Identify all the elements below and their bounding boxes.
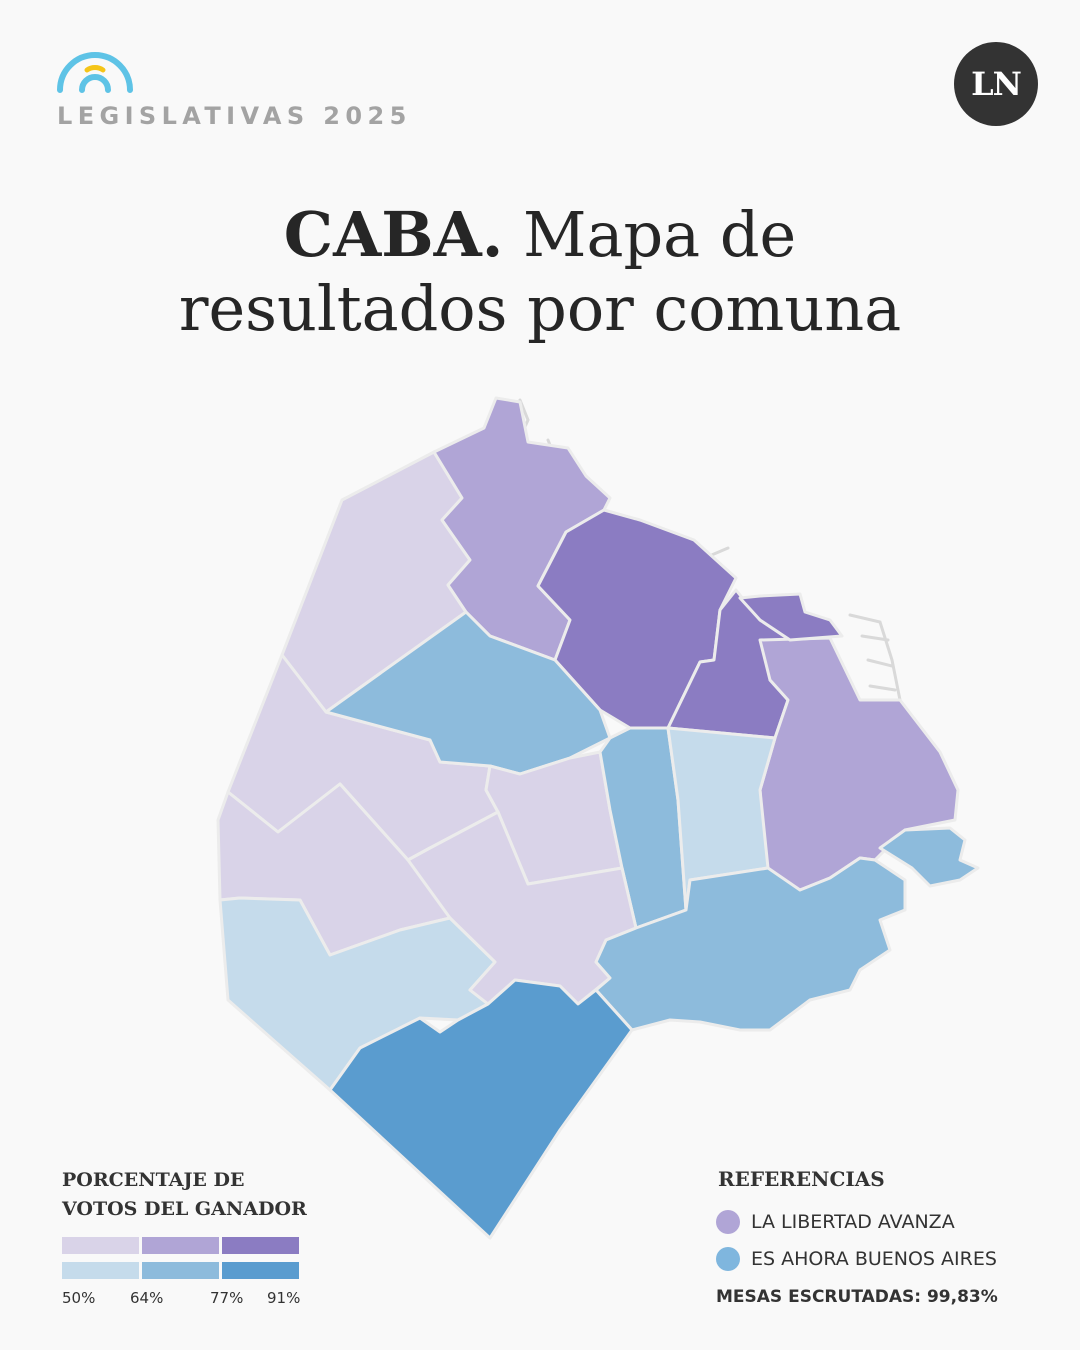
legislativas-logo-icon [57, 52, 133, 93]
scale-cell-lla-mid [142, 1237, 219, 1254]
scale-labels: 50% 64% 77% 91% [62, 1289, 322, 1311]
scale-tick-50: 50% [62, 1289, 96, 1307]
references-legend: REFERENCIAS LA LIBERTAD AVANZA ES AHORA … [716, 1167, 1056, 1307]
color-scale [62, 1237, 322, 1279]
scale-cell-lla-high [222, 1237, 299, 1254]
references-title: REFERENCIAS [718, 1167, 885, 1191]
reference-eab-label: ES AHORA BUENOS AIRES [751, 1247, 997, 1270]
legend-title-line2: VOTOS DEL GANADOR [62, 1198, 307, 1220]
title-bold: CABA. [283, 198, 504, 271]
ln-logo-icon: LN [954, 42, 1038, 126]
mesas-escrutadas: MESAS ESCRUTADAS: 99,83% [716, 1287, 998, 1307]
eab-dot-icon [716, 1246, 740, 1271]
title-line2: resultados por comuna [178, 272, 902, 345]
title-rest: Mapa de [523, 198, 797, 271]
reference-lla-label: LA LIBERTAD AVANZA [751, 1210, 955, 1233]
scale-tick-77: 77% [210, 1289, 244, 1307]
comuna-04-dock [878, 826, 980, 888]
legend-title-line1: PORCENTAJE DE [62, 1169, 245, 1191]
caba-comunas-map [216, 396, 980, 1240]
reference-lla: LA LIBERTAD AVANZA [716, 1203, 1056, 1240]
vote-share-legend: PORCENTAJE DE VOTOS DEL GANADOR 50% 64% … [62, 1166, 322, 1311]
scale-tick-64: 64% [130, 1289, 164, 1307]
comuna-01-port [738, 592, 844, 642]
scale-cell-lla-low [62, 1237, 139, 1254]
lla-dot-icon [716, 1209, 740, 1234]
scale-cell-eab-low [62, 1262, 139, 1279]
comuna-15 [324, 610, 612, 776]
scale-tick-91: 91% [267, 1289, 301, 1307]
scale-cell-eab-mid [142, 1262, 219, 1279]
page-title: CABA. Mapa de resultados por comuna [0, 198, 1080, 346]
reference-eab: ES AHORA BUENOS AIRES [716, 1240, 1056, 1277]
scale-cell-eab-high [222, 1262, 299, 1279]
comuna-08 [328, 978, 634, 1240]
brand-label: LEGISLATIVAS 2025 [57, 102, 412, 130]
